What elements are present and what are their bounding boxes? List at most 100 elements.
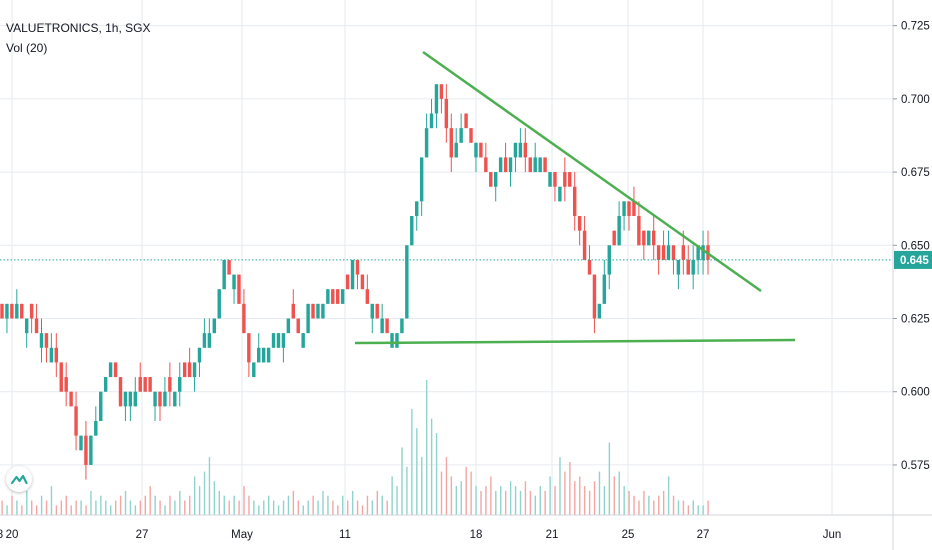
candle [385,318,389,334]
volume-bar [258,505,260,515]
volume-bar [371,500,374,515]
candle [79,435,83,451]
candle [182,362,187,378]
candle [163,377,167,407]
candle [419,157,424,216]
candle [380,303,384,334]
candle [370,303,374,334]
volume-bar [65,495,67,515]
candle [464,113,468,129]
candle [39,318,44,363]
candle [390,333,394,348]
candle [340,289,345,304]
x-tick-label: Jun [823,529,842,541]
volume-bar [287,495,290,515]
volume-bar [509,481,512,515]
volume-bar [100,495,102,515]
candle [484,142,488,173]
volume-bar [129,500,132,515]
candle [133,377,138,407]
candle [637,201,641,246]
volume-bar [268,495,270,515]
x-tick-label: 20 [6,529,19,541]
volume-bar [144,495,146,515]
candle [321,303,325,319]
candle [553,172,557,202]
volume-bar [342,495,344,515]
candle [528,157,532,173]
volume-bar [554,486,556,515]
volume-bar [332,500,334,515]
candle [178,362,182,407]
candle [291,289,296,319]
candle [375,303,379,319]
volume-bar [381,495,383,515]
candle [266,347,271,363]
volume-bar [628,490,630,515]
candle [424,113,429,158]
volume-bar [504,490,507,515]
candle [153,391,157,421]
candle [696,245,700,275]
tradingview-logo-icon[interactable] [6,466,32,492]
volume-bar [401,447,403,515]
candle [69,391,73,407]
candle [168,362,172,407]
volume-bar [213,481,216,515]
volume-bar [351,490,354,515]
volume-bar [154,495,156,515]
volume-bar [218,490,221,515]
candle [681,230,686,275]
volume-bar [85,505,87,515]
volume-indicator-label: Vol (20) [6,41,48,55]
x-tick-label: 18 [470,529,483,541]
x-tick-label: 25 [622,529,635,541]
resistance-trendline[interactable] [422,50,762,293]
candle [454,128,458,158]
volume-bar [658,495,660,515]
x-tick-label: 8 [0,529,3,541]
volume-bar [297,500,300,515]
volume-bar [90,490,92,515]
candle [647,230,651,246]
candle [59,362,63,392]
volume-bar [80,500,82,515]
volume-bar [702,505,704,515]
volume-bar [317,500,319,515]
candle [479,142,483,158]
volume-bar [638,500,640,515]
candle [459,113,463,143]
candle [311,303,315,319]
candle [128,391,133,421]
candle [336,289,340,304]
candle [395,333,399,348]
volume-bar [119,495,122,515]
candle [661,230,666,260]
volume-bar [549,476,551,515]
candle [350,259,355,290]
candle [202,318,207,348]
volume-bar [574,481,576,515]
candle [474,142,478,173]
candle [548,172,552,187]
support-trendline[interactable] [354,338,796,345]
volume-bar [618,471,620,515]
volume-bar [633,495,635,515]
volume-bar [376,490,379,515]
volume-bar [134,505,137,515]
candle [108,362,113,378]
volume-bar [31,500,33,515]
candle [651,216,656,260]
volume-bar [435,433,438,515]
volume-bar [179,490,181,515]
volume-bar [623,486,625,515]
candle [301,333,305,348]
volume-bar [465,466,467,515]
volume-bar [203,471,206,515]
candle [617,201,621,246]
candle [192,362,197,392]
volume-bar [139,500,142,515]
candle [469,128,473,143]
candle [316,303,320,319]
